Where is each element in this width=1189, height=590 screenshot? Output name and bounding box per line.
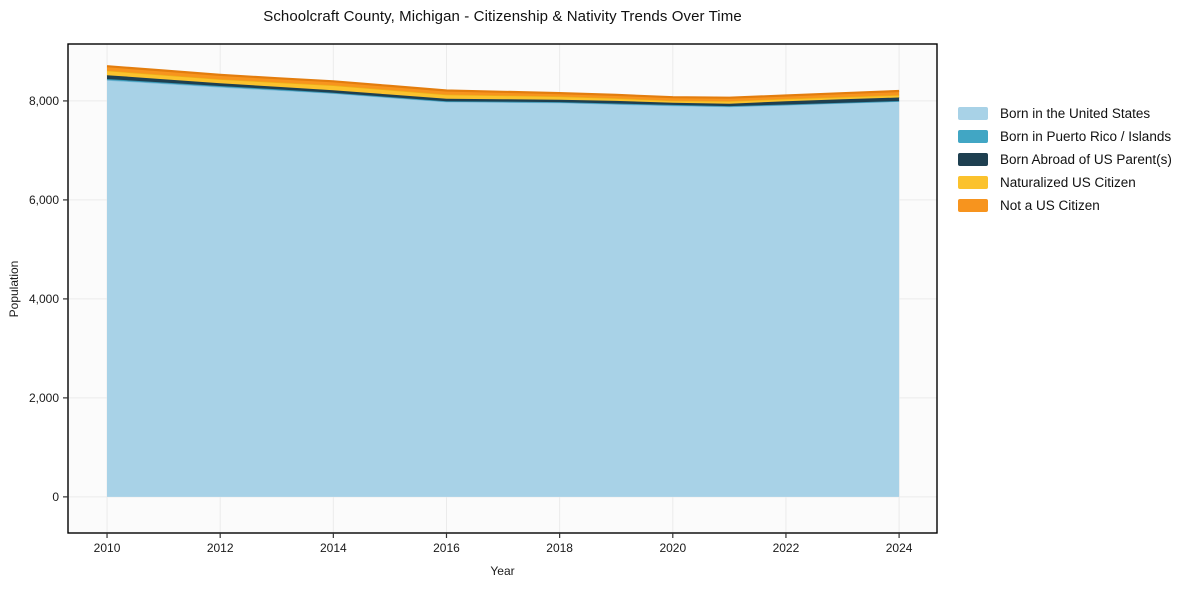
chart-title: Schoolcraft County, Michigan - Citizensh… [263,8,742,25]
legend-swatch-naturalized [958,176,988,189]
legend-swatch-not-citizen [958,199,988,212]
legend-item-not-citizen: Not a US Citizen [958,194,1172,217]
legend-swatch-born-abroad [958,153,988,166]
area-band [107,70,900,104]
area-band [107,80,900,497]
legend-label: Not a US Citizen [1000,198,1100,213]
legend-item-naturalized: Naturalized US Citizen [958,171,1172,194]
area-band [107,66,900,102]
legend-swatch-born-in-us [958,107,988,120]
x-axis-label: Year [490,564,515,578]
legend-label: Naturalized US Citizen [1000,175,1136,190]
y-axis-label: Population [7,260,21,318]
y-tick-label: 0 [52,490,59,504]
x-tick-label: 2024 [886,541,913,555]
x-tick-label: 2018 [546,541,573,555]
y-tick-label: 2,000 [29,391,59,405]
area-band-edge [106,65,900,99]
legend-label: Born in the United States [1000,106,1151,121]
legend-swatch-born-puerto-rico [958,130,988,143]
x-tick-label: 2022 [773,541,800,555]
legend: Born in the United States Born in Puerto… [958,102,1172,217]
y-tick-label: 6,000 [29,193,59,207]
legend-label: Born Abroad of US Parent(s) [1000,152,1172,167]
x-tick-label: 2012 [207,541,234,555]
x-tick-label: 2014 [320,541,347,555]
y-tick-label: 4,000 [29,292,59,306]
legend-item-born-abroad: Born Abroad of US Parent(s) [958,148,1172,171]
y-tick-label: 8,000 [29,94,59,108]
x-tick-label: 2016 [433,541,460,555]
legend-item-born-in-us: Born in the United States [958,102,1172,125]
x-tick-label: 2020 [659,541,686,555]
legend-item-born-puerto-rico: Born in Puerto Rico / Islands [958,125,1172,148]
area-band [107,75,900,107]
x-tick-label: 2010 [94,541,121,555]
legend-label: Born in Puerto Rico / Islands [1000,129,1172,144]
plot-border [67,43,938,534]
